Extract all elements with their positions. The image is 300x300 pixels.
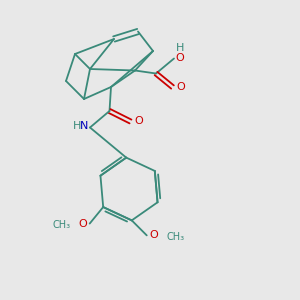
Text: CH₃: CH₃ <box>166 232 184 242</box>
Text: CH₃: CH₃ <box>52 220 70 230</box>
Text: O: O <box>79 219 87 229</box>
Text: O: O <box>176 82 185 92</box>
Text: H: H <box>176 43 184 53</box>
Text: O: O <box>134 116 143 127</box>
Text: O: O <box>176 53 184 64</box>
Text: H: H <box>73 121 82 131</box>
Text: O: O <box>149 230 158 240</box>
Text: N: N <box>80 121 88 131</box>
